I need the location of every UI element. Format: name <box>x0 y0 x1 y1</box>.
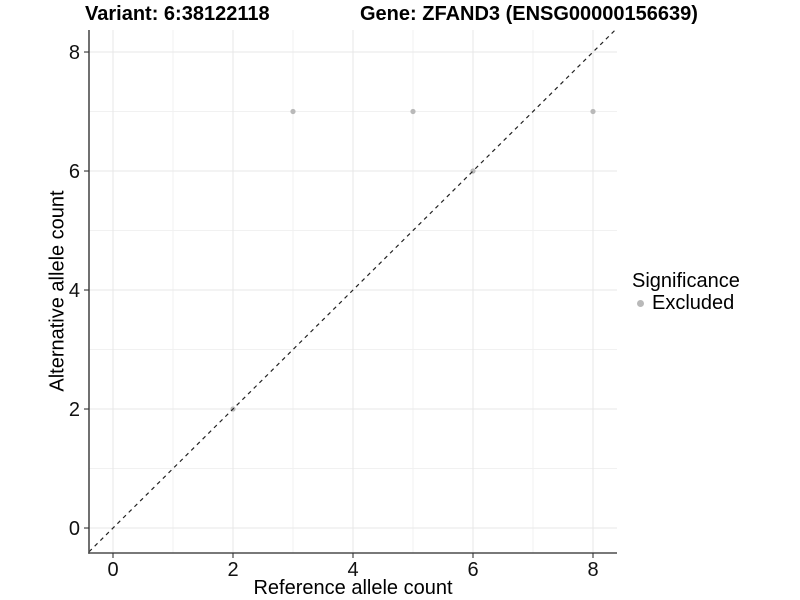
legend-entry-excluded: Excluded <box>632 291 740 314</box>
variant-title: Variant: 6:38122118 <box>85 3 270 25</box>
x-tick-label: 6 <box>467 559 478 581</box>
x-axis-label: Reference allele count <box>253 577 453 599</box>
gene-title: Gene: ZFAND3 (ENSG00000156639) <box>360 3 698 25</box>
legend: Significance Excluded <box>632 270 740 314</box>
y-tick-label: 6 <box>69 161 80 183</box>
legend-title: Significance <box>632 270 740 292</box>
y-tick-label: 8 <box>69 42 80 64</box>
data-point <box>410 108 416 115</box>
identity-line <box>88 29 616 553</box>
y-tick-label: 2 <box>69 399 80 421</box>
data-point <box>590 108 596 115</box>
y-axis-label: Alternative allele count <box>46 190 69 392</box>
x-tick-label: 4 <box>347 559 358 581</box>
data-point <box>290 108 296 115</box>
x-tick-label: 0 <box>107 559 118 581</box>
legend-point-icon <box>637 299 644 307</box>
y-tick-label: 0 <box>69 518 80 540</box>
x-tick-label: 2 <box>227 559 238 581</box>
y-tick-label: 4 <box>69 280 80 302</box>
legend-entry-label: Excluded <box>652 291 735 314</box>
x-tick-label: 8 <box>587 559 598 581</box>
